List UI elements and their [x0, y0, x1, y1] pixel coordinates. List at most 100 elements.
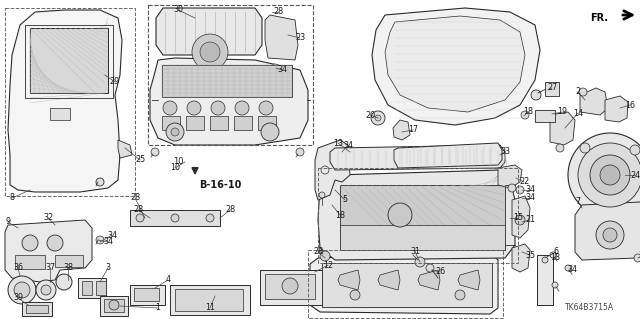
Bar [130, 210, 220, 226]
Polygon shape [512, 196, 530, 238]
Text: 28: 28 [130, 194, 140, 203]
Text: 18: 18 [523, 108, 533, 116]
Text: 18: 18 [335, 211, 345, 219]
Circle shape [350, 290, 360, 300]
Circle shape [200, 42, 220, 62]
Bar [210, 116, 228, 130]
Circle shape [375, 115, 381, 121]
Bar [26, 305, 48, 313]
Bar [104, 299, 124, 312]
Text: 6: 6 [554, 248, 559, 256]
Polygon shape [394, 143, 502, 168]
Circle shape [415, 257, 425, 267]
Bar [260, 270, 322, 305]
Circle shape [187, 101, 201, 115]
Bar [258, 116, 276, 130]
Text: 14: 14 [573, 108, 583, 117]
Circle shape [455, 290, 465, 300]
Circle shape [211, 101, 225, 115]
Bar [78, 278, 106, 298]
Circle shape [166, 123, 184, 141]
Text: 34: 34 [107, 231, 117, 240]
Circle shape [550, 252, 556, 258]
Text: 1: 1 [156, 303, 161, 313]
Bar [130, 285, 165, 305]
Polygon shape [498, 165, 522, 188]
Text: 31: 31 [410, 248, 420, 256]
Text: 28: 28 [313, 248, 323, 256]
Circle shape [508, 184, 516, 192]
Text: 13: 13 [333, 138, 343, 147]
Text: 37: 37 [45, 263, 55, 272]
Text: 39: 39 [13, 293, 23, 302]
Circle shape [531, 90, 541, 100]
Circle shape [36, 280, 56, 300]
Polygon shape [150, 58, 308, 145]
Bar [162, 65, 292, 97]
Bar [148, 5, 313, 145]
Circle shape [578, 143, 640, 207]
Text: 34: 34 [277, 65, 287, 75]
Bar [186, 116, 204, 130]
Polygon shape [318, 170, 515, 260]
Bar [340, 225, 505, 250]
Polygon shape [310, 252, 498, 314]
Polygon shape [575, 202, 640, 260]
Circle shape [596, 221, 624, 249]
Circle shape [579, 88, 587, 96]
Text: 34: 34 [525, 186, 535, 195]
Text: 25: 25 [135, 155, 145, 165]
Polygon shape [458, 270, 480, 290]
Bar [175, 289, 243, 311]
Bar [25, 25, 113, 98]
Text: 34: 34 [525, 194, 535, 203]
Circle shape [552, 282, 558, 288]
Text: 36: 36 [13, 263, 23, 272]
Circle shape [319, 192, 325, 198]
Text: 30: 30 [173, 5, 183, 14]
Circle shape [271, 64, 279, 72]
Circle shape [565, 265, 571, 271]
Circle shape [426, 264, 434, 272]
Polygon shape [8, 10, 122, 192]
Bar [100, 296, 128, 316]
Circle shape [47, 235, 63, 251]
Polygon shape [315, 140, 350, 200]
Polygon shape [118, 140, 132, 158]
Bar [5, 8, 135, 196]
Polygon shape [550, 112, 575, 145]
Bar [22, 302, 52, 316]
Text: 33: 33 [500, 147, 510, 157]
Circle shape [556, 144, 564, 152]
Circle shape [516, 186, 524, 194]
Circle shape [171, 214, 179, 222]
Text: 5: 5 [342, 196, 348, 204]
Circle shape [296, 148, 304, 156]
Circle shape [568, 133, 640, 217]
Text: 28: 28 [133, 205, 143, 214]
Text: 8: 8 [10, 194, 15, 203]
Bar [265, 274, 315, 299]
Circle shape [320, 251, 330, 261]
Circle shape [259, 101, 273, 115]
Circle shape [56, 274, 72, 290]
Text: TK64B3715A: TK64B3715A [565, 303, 614, 313]
Bar [340, 185, 505, 250]
Text: 27: 27 [547, 84, 557, 93]
Text: 10: 10 [170, 164, 180, 173]
Text: 16: 16 [625, 100, 635, 109]
Text: 21: 21 [525, 216, 535, 225]
Polygon shape [338, 270, 360, 290]
Polygon shape [5, 220, 92, 282]
Circle shape [515, 215, 525, 225]
Bar [318, 168, 518, 263]
Text: 7: 7 [575, 197, 580, 206]
Circle shape [8, 276, 36, 304]
Circle shape [580, 143, 590, 153]
Bar [50, 108, 70, 120]
Bar [162, 116, 180, 130]
Text: 34: 34 [103, 238, 113, 247]
Bar [15, 255, 45, 269]
Text: 4: 4 [166, 276, 170, 285]
Text: 9: 9 [5, 218, 11, 226]
